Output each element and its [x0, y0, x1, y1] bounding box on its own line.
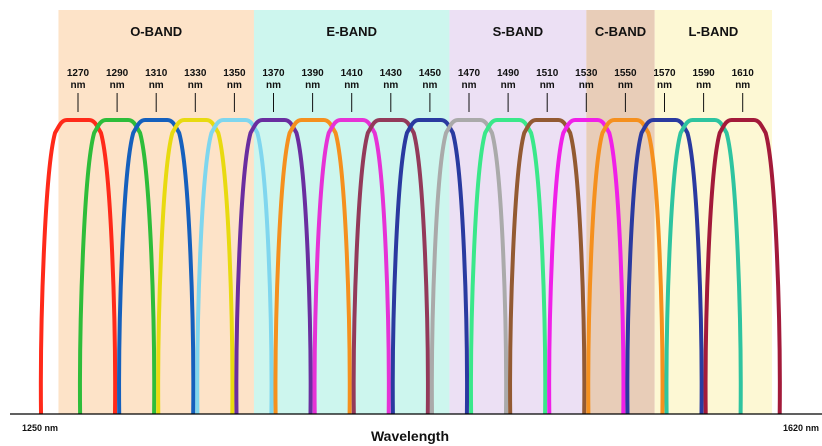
channel-unit-1570: nm — [657, 80, 672, 91]
channel-curve-1310 — [117, 118, 196, 415]
channel-unit-1410: nm — [344, 80, 359, 91]
channel-unit-1350: nm — [227, 80, 242, 91]
band-region-e-band — [253, 10, 450, 414]
channel-unit-1270: nm — [71, 80, 86, 91]
band-label-s-band: S-BAND — [493, 24, 544, 39]
channel-label-1370: 1370 — [262, 68, 285, 79]
channel-curves — [38, 118, 782, 415]
channel-label-1410: 1410 — [341, 68, 364, 79]
x-axis-title: Wavelength — [371, 428, 449, 444]
channel-unit-1390: nm — [305, 80, 320, 91]
channel-unit-1430: nm — [383, 80, 398, 91]
channel-label-1330: 1330 — [184, 68, 207, 79]
channel-label-1570: 1570 — [653, 68, 676, 79]
channel-label-1310: 1310 — [145, 68, 168, 79]
channel-curve-1570 — [625, 118, 704, 415]
channel-label-1510: 1510 — [536, 68, 559, 79]
channel-curve-1550 — [586, 118, 665, 415]
band-label-o-band: O-BAND — [130, 24, 182, 39]
x-axis-start-label: 1250 nm — [22, 423, 58, 433]
band-region-l-band — [654, 10, 773, 414]
channel-unit-1290: nm — [110, 80, 125, 91]
channel-curve-1270 — [38, 118, 118, 415]
channel-label-1390: 1390 — [301, 68, 324, 79]
channel-curve-1350 — [195, 118, 274, 415]
channel-curve-1470 — [429, 118, 509, 415]
channel-curve-1430 — [351, 118, 430, 415]
channel-curve-1410 — [312, 118, 391, 415]
band-region-c-band — [586, 10, 655, 414]
band-label-e-band: E-BAND — [326, 24, 377, 39]
channel-curve-1590 — [664, 118, 743, 415]
channel-label-1610: 1610 — [732, 68, 755, 79]
channel-labels: 1270nm1290nm1310nm1330nm1350nm1370nm1390… — [67, 68, 754, 112]
channel-curve-1370 — [234, 118, 313, 415]
channel-label-1450: 1450 — [419, 68, 442, 79]
channel-unit-1610: nm — [735, 80, 750, 91]
channel-curve-1530 — [547, 118, 626, 415]
channel-label-1490: 1490 — [497, 68, 520, 79]
channel-unit-1470: nm — [462, 80, 477, 91]
channel-label-1350: 1350 — [223, 68, 246, 79]
channel-unit-1490: nm — [501, 80, 516, 91]
channel-curve-1330 — [156, 118, 235, 415]
channel-curve-1490 — [468, 118, 548, 415]
channel-unit-1310: nm — [149, 80, 164, 91]
channel-label-1590: 1590 — [692, 68, 715, 79]
channel-label-1530: 1530 — [575, 68, 598, 79]
channel-curve-1450 — [390, 118, 470, 415]
channel-unit-1450: nm — [422, 80, 437, 91]
x-axis-end-label: 1620 nm — [783, 423, 819, 433]
channel-unit-1370: nm — [266, 80, 281, 91]
channel-label-1270: 1270 — [67, 68, 90, 79]
band-label-l-band: L-BAND — [688, 24, 738, 39]
band-label-c-band: C-BAND — [595, 24, 646, 39]
channel-unit-1510: nm — [540, 80, 555, 91]
channel-label-1290: 1290 — [106, 68, 129, 79]
band-labels: O-BAND E-BAND S-BAND C-BAND L-BAND — [130, 24, 738, 39]
channel-curve-1290 — [77, 118, 157, 415]
channel-label-1470: 1470 — [458, 68, 481, 79]
channel-curve-1610 — [703, 118, 782, 415]
band-region-o-band — [58, 10, 254, 414]
channel-unit-1530: nm — [579, 80, 594, 91]
channel-curve-1510 — [508, 118, 587, 415]
channel-unit-1330: nm — [188, 80, 203, 91]
channel-unit-1550: nm — [618, 80, 633, 91]
band-backgrounds — [58, 10, 773, 414]
channel-curve-1390 — [273, 118, 352, 415]
channel-unit-1590: nm — [696, 80, 711, 91]
channel-label-1550: 1550 — [614, 68, 637, 79]
channel-label-1430: 1430 — [380, 68, 403, 79]
